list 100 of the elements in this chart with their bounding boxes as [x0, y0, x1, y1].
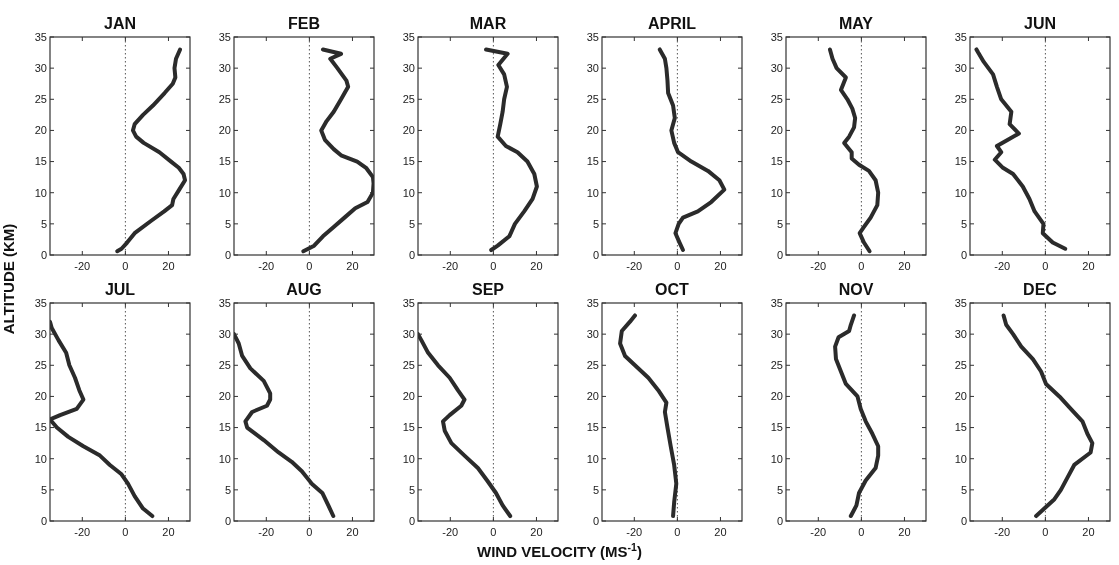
y-tick-label: 35 [402, 30, 415, 43]
y-tick-label: 15 [402, 155, 415, 168]
y-tick-label: 25 [586, 359, 599, 372]
y-tick-label: 35 [34, 296, 47, 309]
y-tick-label: 10 [770, 452, 783, 465]
y-tick-label: 5 [408, 217, 415, 230]
x-tick-label: 20 [714, 526, 727, 538]
x-tick-label: 20 [346, 260, 359, 272]
x-tick-label: 0 [122, 526, 129, 538]
y-tick-label: 5 [40, 483, 47, 496]
x-tick-label: -20 [442, 260, 459, 272]
y-tick-label: 20 [402, 124, 415, 137]
x-tick-label: 0 [306, 526, 313, 538]
chart-title: DEC [1023, 281, 1058, 298]
y-tick-label: 20 [218, 124, 231, 137]
y-tick-label: 0 [960, 248, 967, 261]
y-tick-label: 35 [218, 296, 231, 309]
line-series [618, 313, 679, 519]
chart-title: JUL [104, 281, 136, 298]
y-tick-label: 5 [224, 217, 231, 230]
y-tick-label: 30 [34, 327, 47, 340]
y-tick-label: 15 [586, 155, 599, 168]
y-tick-label: 0 [408, 514, 415, 527]
chart-title: NOV [838, 281, 874, 298]
x-tick-label: 20 [1082, 260, 1095, 272]
x-tick-label: 20 [530, 260, 543, 272]
x-tick-label: 0 [674, 260, 681, 272]
x-tick-label: -20 [258, 260, 275, 272]
y-tick-label: 5 [592, 217, 599, 230]
y-tick-label: 25 [402, 359, 415, 372]
y-tick-label: 15 [34, 421, 47, 434]
y-tick-label: 20 [34, 390, 47, 403]
y-tick-label: 25 [954, 93, 967, 106]
y-tick-label: 5 [960, 483, 967, 496]
y-tick-label: 0 [592, 514, 599, 527]
y-tick-label: 15 [770, 421, 783, 434]
y-tick-label: 5 [408, 483, 415, 496]
y-tick-label: 30 [770, 327, 783, 340]
y-tick-label: 15 [402, 421, 415, 434]
line-series [484, 47, 539, 253]
y-tick-label: 20 [586, 390, 599, 403]
x-tick-label: 20 [898, 526, 911, 538]
y-tick-label: 20 [586, 124, 599, 137]
y-tick-label: 25 [218, 359, 231, 372]
chart-title: MAR [469, 15, 507, 32]
chart-title: OCT [655, 281, 690, 298]
y-tick-label: 0 [776, 514, 783, 527]
x-tick-label: -20 [994, 526, 1011, 538]
y-tick-label: 0 [224, 514, 231, 527]
chart-title: APRIL [648, 15, 697, 32]
y-tick-label: 15 [586, 421, 599, 434]
x-tick-label: 20 [346, 526, 359, 538]
y-tick-label: 0 [40, 514, 47, 527]
chart-title: SEP [471, 281, 505, 298]
x-tick-label: 20 [1082, 526, 1095, 538]
y-tick-label: 30 [954, 61, 967, 74]
y-tick-label: 0 [224, 248, 231, 261]
y-tick-label: 10 [954, 452, 967, 465]
chart-title: JUN [1023, 15, 1057, 32]
y-tick-label: 25 [770, 359, 783, 372]
y-tick-label: 25 [34, 93, 47, 106]
y-tick-label: 5 [776, 483, 783, 496]
x-tick-label: -20 [626, 260, 643, 272]
x-tick-label: 0 [674, 526, 681, 538]
y-axis-title: ALTITUDE (KM) [0, 223, 17, 335]
line-series [833, 313, 881, 519]
y-tick-label: 15 [218, 421, 231, 434]
x-axis-title: WIND VELOCITY (MS$^{-1}$) [477, 541, 642, 560]
y-tick-label: 5 [592, 483, 599, 496]
y-tick-label: 15 [954, 421, 967, 434]
y-tick-label: 10 [34, 452, 47, 465]
y-tick-label: 10 [770, 186, 783, 199]
y-tick-label: 20 [770, 124, 783, 137]
y-tick-label: 20 [402, 390, 415, 403]
x-tick-label: -20 [258, 526, 275, 538]
y-tick-label: 30 [402, 61, 415, 74]
y-tick-label: 10 [586, 452, 599, 465]
y-tick-label: 30 [218, 61, 231, 74]
y-tick-label: 5 [40, 217, 47, 230]
y-tick-label: 5 [960, 217, 967, 230]
y-tick-label: 35 [586, 296, 599, 309]
y-tick-label: 20 [954, 124, 967, 137]
y-tick-label: 15 [34, 155, 47, 168]
y-tick-label: 35 [954, 30, 967, 43]
y-tick-label: 30 [770, 61, 783, 74]
x-tick-label: 20 [530, 526, 543, 538]
y-tick-label: 30 [586, 327, 599, 340]
chart-title: JAN [103, 15, 137, 32]
chart-title: FEB [288, 15, 320, 32]
y-tick-label: 10 [586, 186, 599, 199]
line-series [974, 47, 1068, 251]
x-tick-label: 0 [122, 260, 129, 272]
y-tick-label: 0 [776, 248, 783, 261]
chart-title: MAY [838, 15, 874, 32]
y-tick-label: 10 [34, 186, 47, 199]
y-tick-label: 35 [34, 30, 47, 43]
y-tick-label: 25 [34, 359, 47, 372]
y-tick-label: 35 [954, 296, 967, 309]
y-tick-label: 0 [592, 248, 599, 261]
line-series [657, 47, 727, 253]
